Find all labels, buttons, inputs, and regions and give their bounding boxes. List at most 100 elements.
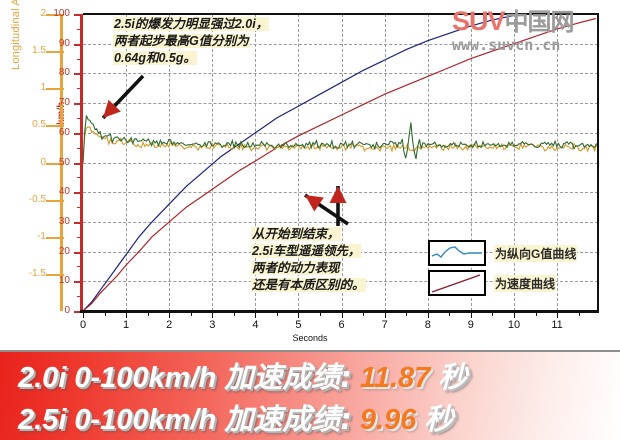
x-axis-label: 10	[507, 319, 521, 331]
kmh-axis-tick	[74, 192, 83, 195]
result-banner: 2.0i 0-100km/h 加速成绩: 11.87 秒 2.5i 0-100km/h 加速…	[0, 350, 620, 440]
gridline-horizontal	[83, 103, 598, 105]
gridline-horizontal	[83, 43, 598, 45]
x-axis-tick	[126, 313, 128, 318]
kmh-axis-minor-tick	[77, 296, 83, 298]
x-axis-title: Seconds	[292, 333, 328, 343]
g-axis-label: 0	[40, 156, 46, 168]
x-axis-minor-tick	[320, 313, 322, 316]
kmh-axis-label: 70	[58, 97, 70, 109]
banner-row-2.5i: 2.5i 0-100km/h 加速成绩: 9.96 秒	[0, 396, 620, 438]
x-axis-tick	[298, 313, 300, 318]
x-axis-minor-tick	[104, 313, 106, 316]
curve-path	[83, 115, 598, 163]
banner-value: 9.96	[359, 404, 417, 436]
legend-swatch-speed-curve	[428, 270, 486, 296]
annotation-line: 0.64g和0.5g。	[113, 51, 197, 65]
legend-label-speed-curve: 为速度曲线	[494, 275, 557, 292]
banner-label: 加速成绩:	[224, 402, 352, 436]
banner-label: 加速成绩:	[224, 360, 352, 394]
gridline-horizontal	[83, 221, 598, 223]
kmh-axis-tick	[74, 14, 83, 16]
x-axis-label: 4	[252, 319, 259, 331]
chart-region: Longitudinal Acceleration (g) km/h 21.51…	[10, 0, 599, 343]
g-axis-tick	[46, 125, 64, 128]
kmh-axis-label: 0	[64, 305, 70, 316]
kmh-axis-label: 10	[58, 275, 70, 287]
curve-path	[83, 14, 532, 311]
x-axis-label: 1	[123, 319, 130, 331]
annotation-middle: 从开始到结束， 2.5i车型遥遥领先， 两者的动力表现 还是有本质区别的。	[251, 226, 366, 294]
x-axis-tick	[341, 313, 343, 318]
g-axis-label: -1	[37, 230, 46, 242]
x-axis-label: 8	[424, 319, 431, 331]
kmh-axis-minor-tick	[77, 58, 83, 60]
x-axis-minor-tick	[276, 313, 278, 316]
kmh-axis-label: 90	[58, 37, 70, 49]
x-axis-tick	[513, 313, 515, 318]
annotation-line: 2.5i的爆发力明显强过2.0i，	[113, 17, 270, 31]
kmh-axis-tick	[74, 73, 83, 76]
arrow-head	[305, 195, 324, 212]
x-axis-tick	[557, 313, 559, 318]
g-axis-label: -1.5	[28, 267, 46, 279]
data-curves	[83, 14, 598, 311]
kmh-axis-label: 30	[58, 215, 70, 227]
x-axis-tick	[212, 313, 214, 318]
x-axis-label: 6	[338, 319, 345, 331]
x-axis-tick	[384, 313, 386, 318]
x-axis-label: 2	[166, 319, 173, 331]
banner-unit: 秒	[438, 360, 468, 394]
g-axis-label: 1.5	[32, 45, 46, 57]
kmh-axis-tick	[74, 251, 83, 254]
x-axis-label: 7	[381, 319, 388, 331]
kmh-axis-tick	[74, 103, 83, 106]
kmh-axis-minor-tick	[77, 28, 83, 30]
curve-path	[83, 126, 598, 163]
arrow-head	[329, 186, 347, 203]
banner-model: 2.0i	[18, 362, 67, 394]
g-axis-tick	[46, 236, 64, 239]
plot-border-right	[597, 13, 599, 312]
banner-range: 0-100km/h	[74, 362, 217, 394]
x-axis-tick	[169, 313, 171, 318]
g-axis-tick	[46, 199, 64, 202]
kmh-axis-tick	[74, 132, 83, 135]
legend-swatch-g-curve	[428, 240, 486, 266]
g-axis-tick	[46, 162, 64, 165]
g-axis-tick	[46, 14, 64, 16]
kmh-axis-minor-tick	[77, 207, 83, 209]
gridline-horizontal	[83, 73, 598, 75]
x-axis-tick	[470, 313, 472, 318]
kmh-axis-minor-tick	[77, 177, 83, 179]
arrow-head	[103, 99, 121, 118]
kmh-axis-tick	[74, 281, 83, 284]
g-axis-tick	[46, 88, 64, 91]
g-axis-tick	[46, 51, 64, 54]
banner-unit: 秒	[424, 402, 454, 436]
curve-path	[83, 17, 596, 311]
kmh-axis-minor-tick	[77, 266, 83, 268]
banner-range: 0-100km/h	[74, 404, 217, 436]
annotation-line: 还是有本质区别的。	[251, 278, 366, 292]
kmh-axis-label: 60	[58, 126, 70, 138]
kmh-axis-tick	[74, 162, 83, 165]
x-axis-minor-tick	[147, 313, 149, 316]
kmh-axis-label: 20	[58, 245, 70, 257]
annotation-top-left: 2.5i的爆发力明显强过2.0i， 两者起步最高G值分别为 0.64g和0.5g。	[113, 16, 270, 67]
annotation-line: 两者的动力表现	[251, 261, 341, 275]
x-axis-minor-tick	[578, 313, 580, 316]
annotation-line: 2.5i车型遥遥领先，	[251, 244, 362, 258]
banner-row-2.0i: 2.0i 0-100km/h 加速成绩: 11.87 秒	[0, 352, 620, 396]
kmh-axis-label: 100	[53, 8, 70, 19]
g-axis-label: 1	[40, 82, 46, 94]
kmh-axis-minor-tick	[77, 117, 83, 119]
banner-model: 2.5i	[18, 404, 67, 436]
kmh-axis-minor-tick	[77, 88, 83, 90]
kmh-axis-minor-tick	[77, 236, 83, 238]
kmh-axis-minor-tick	[77, 147, 83, 149]
kmh-axis-tick	[74, 43, 83, 46]
g-axis-label: 2	[40, 8, 46, 19]
plot-border-top	[83, 13, 599, 15]
